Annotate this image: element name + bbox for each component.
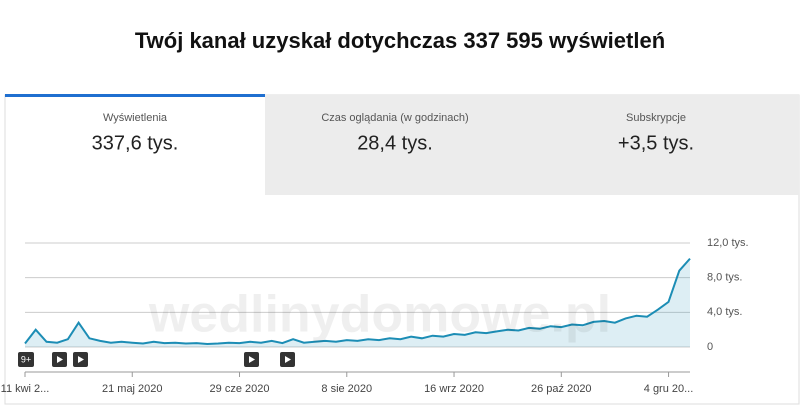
x-tick-label: 11 kwi 2... xyxy=(1,383,50,395)
marker-label: 9+ xyxy=(21,354,31,364)
active-tab-indicator xyxy=(5,94,265,97)
watermark: wedlinydomowe.pl xyxy=(148,286,611,344)
play-icon xyxy=(78,356,84,363)
event-markers: 9+ xyxy=(18,352,295,367)
area xyxy=(25,258,690,347)
tab-value: 337,6 tys. xyxy=(92,132,179,154)
page-title: Twój kanał uzyskał dotychczas 337 595 wy… xyxy=(135,28,665,53)
tab-value: 28,4 tys. xyxy=(357,132,433,154)
x-tick-label: 4 gru 20... xyxy=(644,383,694,395)
chart: 0 4,0 tys. 8,0 tys. 12,0 tys. 11 kwi 2... 21 … xyxy=(1,237,749,395)
x-tick-label: 16 wrz 2020 xyxy=(424,383,484,395)
play-icon xyxy=(249,356,255,363)
y-tick-label: 8,0 tys. xyxy=(707,272,742,284)
tab-label: Subskrypcje xyxy=(626,112,686,124)
x-tick-label: 8 sie 2020 xyxy=(321,383,372,395)
tab[interactable]: Czas oglądania (w godzinach) 28,4 tys. xyxy=(321,112,468,154)
tab[interactable]: Subskrypcje +3,5 tys. xyxy=(618,112,694,154)
y-tick-label: 4,0 tys. xyxy=(707,306,742,318)
x-tick-label: 26 paź 2020 xyxy=(531,383,592,395)
tab-label: Wyświetlenia xyxy=(103,112,168,124)
y-tick-label: 12,0 tys. xyxy=(707,237,749,249)
marker-badge[interactable] xyxy=(18,352,34,367)
tab-value: +3,5 tys. xyxy=(618,132,694,154)
tab[interactable]: Wyświetlenia 337,6 tys. xyxy=(92,112,179,154)
line xyxy=(24,257,691,346)
play-icon xyxy=(285,356,291,363)
x-tick-label: 21 maj 2020 xyxy=(102,383,163,395)
inactive-tabs xyxy=(265,95,799,195)
x-tick-label: 29 cze 2020 xyxy=(210,383,270,395)
play-icon xyxy=(57,356,63,363)
y-tick-label: 0 xyxy=(707,341,713,353)
tab-label: Czas oglądania (w godzinach) xyxy=(321,112,468,124)
